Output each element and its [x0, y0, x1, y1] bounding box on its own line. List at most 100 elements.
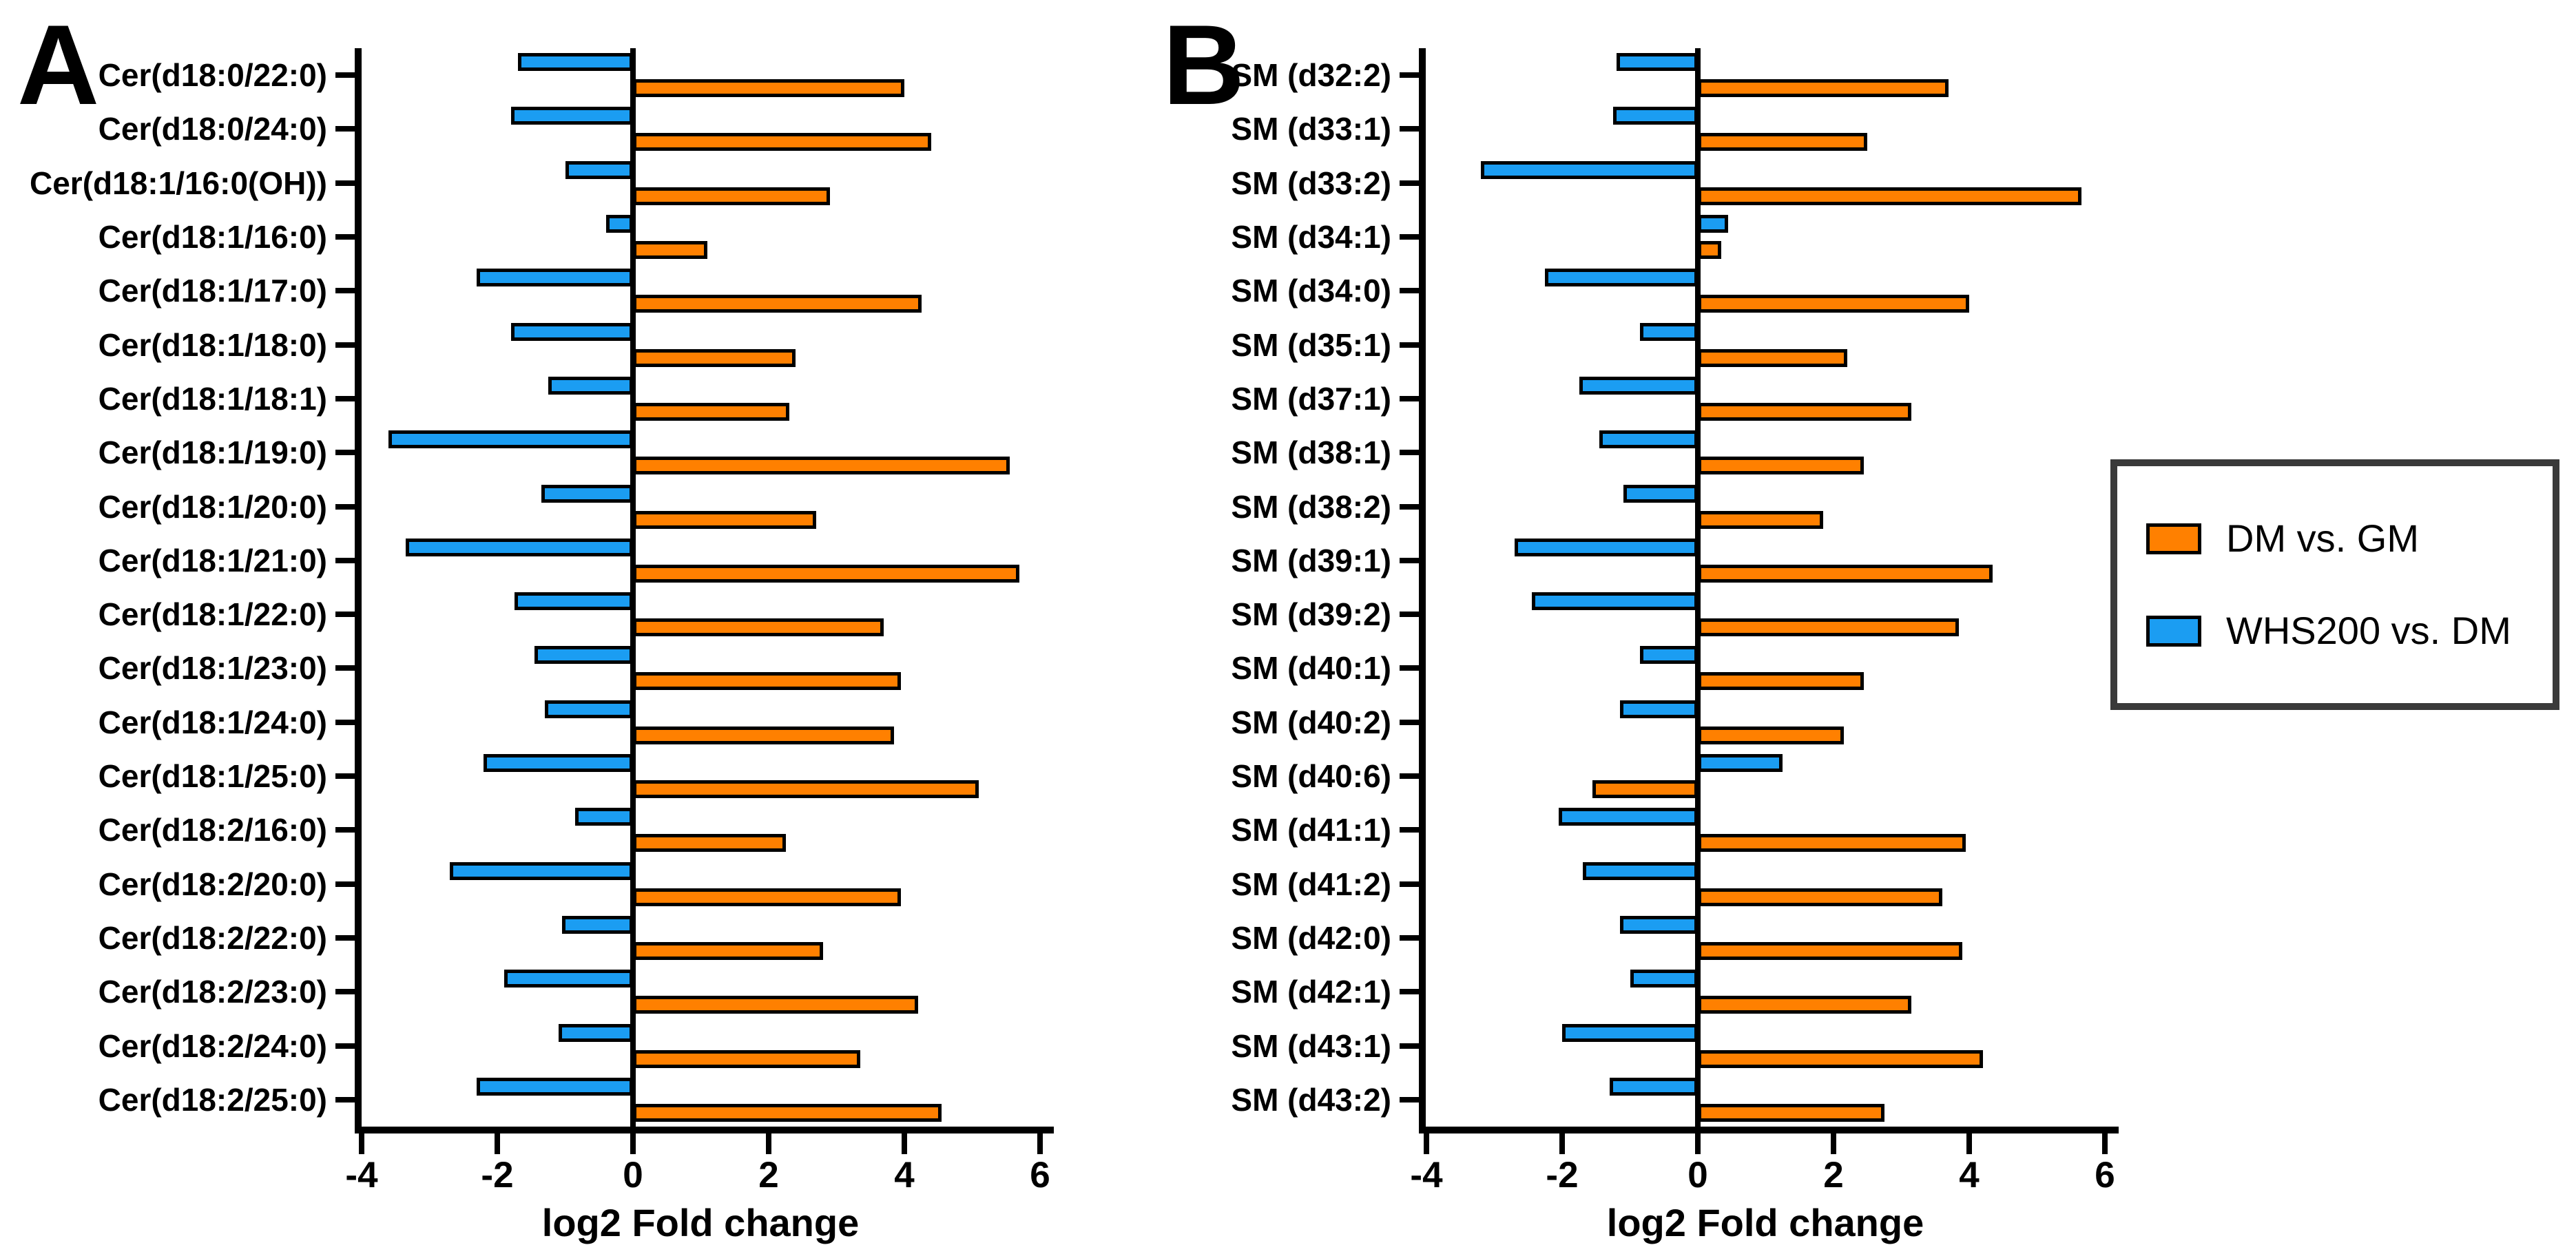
bar-dm-vs-gm — [1698, 834, 1966, 853]
category-tick — [1400, 503, 1419, 510]
bar-whs200-vs-dm — [1480, 160, 1698, 179]
category-label: SM (d40:6) — [1231, 758, 1391, 795]
x-tick-label: 6 — [1030, 1155, 1050, 1195]
bar-dm-vs-gm — [1698, 133, 1868, 151]
x-axis-line — [1419, 1127, 2119, 1133]
bar-whs200-vs-dm — [484, 754, 633, 773]
bar-dm-vs-gm — [1698, 1103, 1884, 1122]
bar-whs200-vs-dm — [1619, 915, 1698, 934]
x-tick-label: -2 — [481, 1155, 514, 1195]
panel-b-letter: B — [1163, 1, 1245, 128]
bar-whs200-vs-dm — [388, 430, 633, 449]
category-tick — [1400, 773, 1419, 780]
y-axis-spine — [1419, 48, 1426, 1127]
category-tick — [335, 234, 355, 240]
category-tick — [335, 773, 355, 780]
category-tick — [1400, 827, 1419, 833]
bar-whs200-vs-dm — [503, 970, 633, 988]
bar-dm-vs-gm — [633, 1103, 942, 1122]
bar-dm-vs-gm — [1698, 187, 2081, 205]
bar-dm-vs-gm — [1592, 780, 1698, 799]
category-tick — [1400, 881, 1419, 887]
category-label: Cer(d18:1/18:0) — [98, 326, 327, 363]
x-tick — [2102, 1133, 2108, 1154]
category-label: Cer(d18:1/17:0) — [98, 273, 327, 309]
category-label: Cer(d18:2/16:0) — [98, 812, 327, 848]
bar-whs200-vs-dm — [450, 861, 633, 880]
category-tick — [335, 395, 355, 401]
bar-whs200-vs-dm — [517, 53, 633, 72]
bar-whs200-vs-dm — [534, 646, 633, 665]
category-label: SM (d42:1) — [1231, 974, 1391, 1010]
legend-item-dm-vs-gm: DM vs. GM — [2146, 519, 2553, 558]
bar-dm-vs-gm — [633, 780, 979, 799]
x-tick-label: 2 — [758, 1155, 779, 1195]
category-tick — [1400, 450, 1419, 456]
bar-dm-vs-gm — [633, 510, 816, 529]
bar-whs200-vs-dm — [1559, 808, 1698, 826]
bar-whs200-vs-dm — [558, 1023, 633, 1042]
category-label: SM (d42:0) — [1231, 919, 1391, 956]
bar-dm-vs-gm — [1698, 996, 1912, 1014]
x-tick — [1966, 1133, 1972, 1154]
x-tick-label: 6 — [2095, 1155, 2115, 1195]
x-tick-label: -4 — [1410, 1155, 1443, 1195]
category-tick — [1400, 1043, 1419, 1049]
category-label: Cer(d18:1/24:0) — [98, 704, 327, 740]
y-axis-spine — [355, 48, 362, 1127]
bar-dm-vs-gm — [633, 133, 932, 151]
bar-dm-vs-gm — [633, 564, 1020, 583]
bar-whs200-vs-dm — [541, 484, 633, 503]
x-tick-label: -4 — [345, 1155, 378, 1195]
bar-dm-vs-gm — [1698, 941, 1963, 960]
bar-whs200-vs-dm — [1630, 970, 1698, 988]
category-tick — [335, 881, 355, 887]
category-tick — [1400, 72, 1419, 79]
zero-baseline — [1695, 48, 1701, 1133]
bar-whs200-vs-dm — [406, 538, 633, 556]
category-label: SM (d43:2) — [1231, 1081, 1391, 1118]
category-tick — [1400, 612, 1419, 618]
category-tick — [335, 450, 355, 456]
category-tick — [335, 126, 355, 132]
bar-dm-vs-gm — [633, 618, 884, 637]
bar-whs200-vs-dm — [548, 376, 633, 395]
bar-whs200-vs-dm — [477, 1077, 633, 1096]
bar-dm-vs-gm — [1698, 457, 1865, 475]
panel-a-letter: A — [17, 1, 100, 128]
category-label: SM (d34:0) — [1231, 273, 1391, 309]
category-tick — [335, 1043, 355, 1049]
category-label: Cer(d18:1/23:0) — [98, 650, 327, 687]
bar-whs200-vs-dm — [514, 592, 633, 611]
bar-whs200-vs-dm — [1616, 53, 1698, 72]
category-tick — [335, 719, 355, 725]
x-tick — [1424, 1133, 1429, 1154]
x-tick — [766, 1133, 771, 1154]
bar-whs200-vs-dm — [1698, 754, 1783, 773]
bar-dm-vs-gm — [633, 834, 786, 853]
bar-whs200-vs-dm — [1579, 376, 1698, 395]
legend-item-whs200-vs-dm: WHS200 vs. DM — [2146, 612, 2553, 650]
bar-whs200-vs-dm — [575, 808, 633, 826]
bar-whs200-vs-dm — [1640, 646, 1698, 665]
category-tick — [1400, 342, 1419, 348]
bar-whs200-vs-dm — [1609, 1077, 1698, 1096]
category-label: Cer(d18:1/18:1) — [98, 380, 327, 417]
bar-whs200-vs-dm — [1545, 269, 1698, 287]
category-tick — [335, 665, 355, 671]
category-tick — [1400, 1096, 1419, 1103]
category-label: SM (d38:2) — [1231, 488, 1391, 525]
bar-dm-vs-gm — [1698, 510, 1824, 529]
bar-dm-vs-gm — [633, 79, 904, 98]
category-tick — [335, 557, 355, 563]
x-tick — [1037, 1133, 1043, 1154]
bar-dm-vs-gm — [633, 941, 823, 960]
x-tick — [1695, 1133, 1701, 1154]
x-tick-label: -2 — [1546, 1155, 1579, 1195]
bar-dm-vs-gm — [1698, 1049, 1983, 1068]
bar-whs200-vs-dm — [1562, 1023, 1698, 1042]
bar-whs200-vs-dm — [1582, 861, 1698, 880]
category-tick — [335, 612, 355, 618]
